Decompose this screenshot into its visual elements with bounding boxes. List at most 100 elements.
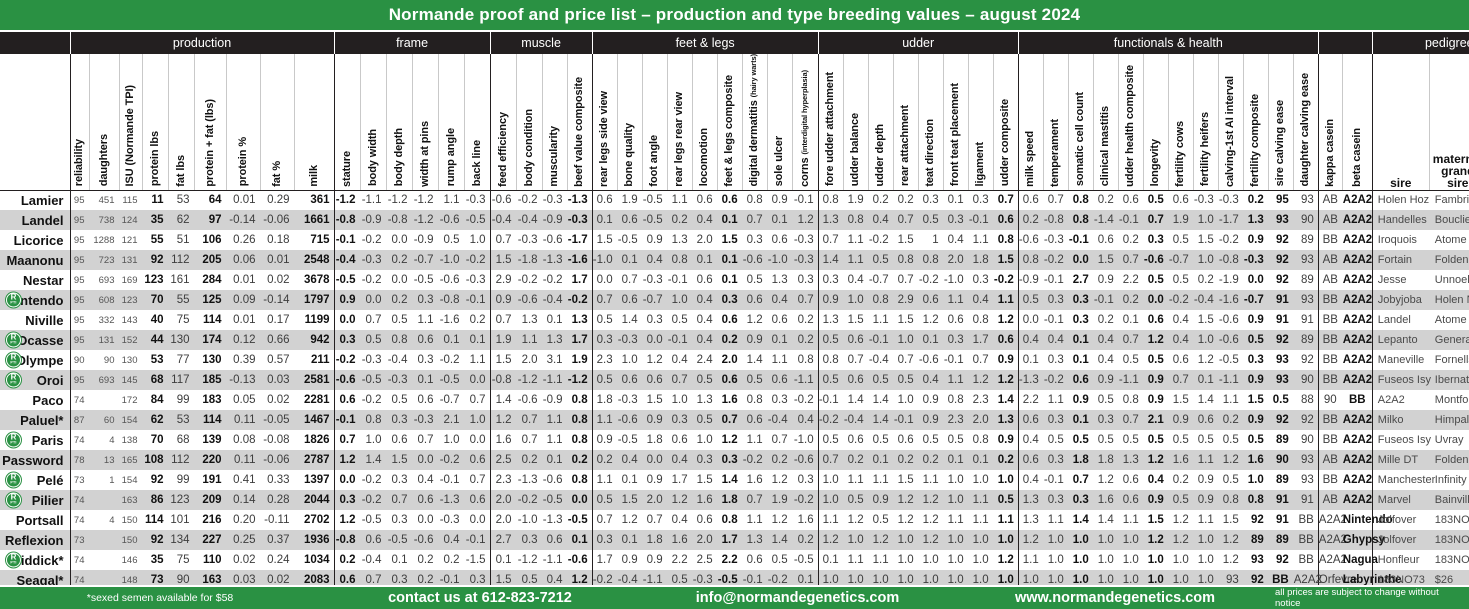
cell-back-line: 0.6 (464, 490, 491, 510)
cell-fore-udder-attachment: -0.2 (818, 410, 844, 430)
bull-name[interactable]: Reflexion (0, 530, 71, 550)
cell-protein-lbs: 70 (150, 434, 164, 446)
bull-name[interactable]: R PTI Olympe (0, 350, 71, 370)
cell-bone-quality: -0.6 (617, 410, 643, 430)
cell-beef-value-composite: 0.0 (567, 490, 593, 510)
cell-teat-direction: 1.2 (918, 530, 944, 550)
bull-name[interactable]: Niville (0, 310, 71, 330)
cell-somatic-cell-count: 0.1 (1068, 410, 1094, 430)
bull-name[interactable]: R PTI Ocasse (0, 330, 71, 350)
cell-temperament: -0.2 (1043, 250, 1069, 270)
cell-milk: 2581 (294, 370, 335, 390)
cell-fertility-cows: 1.6 (1168, 450, 1194, 470)
cell-sire-calving-ease: 90 (1268, 450, 1294, 470)
cell-rear-legs-rear-view: 1.7 (671, 474, 688, 486)
cell-locomotion: 0.6 (696, 194, 713, 207)
cell-beef-value-composite: -0.5 (567, 510, 593, 530)
cell-udder-depth: 0.2 (872, 194, 889, 207)
cell-udder-balance: 1.1 (847, 234, 864, 246)
bull-name[interactable]: R PTI Pelé (0, 470, 71, 490)
cell-fat-: 0.01 (260, 250, 294, 270)
cell-body-depth: 0.8 (386, 330, 413, 350)
cell-protein-lbs: 92 (150, 474, 164, 486)
footer-email[interactable]: info@normandegenetics.com (695, 590, 900, 606)
cell-width-at-pins: -0.6 (412, 530, 439, 550)
cell-rear-legs-side-view: -1.0 (592, 250, 618, 270)
cell-reliability: 95 (70, 330, 89, 350)
cell-milk-speed: 0.5 (1018, 290, 1044, 310)
cell-bone-quality: 0.1 (617, 530, 643, 550)
cell-rear-attachment: 0.7 (897, 354, 914, 366)
footer-website[interactable]: www.normandegenetics.com (1014, 590, 1216, 606)
cell-protein-lbs: 84 (150, 394, 164, 406)
cell-fertility-heifers: 0.1 (1193, 370, 1219, 390)
cell-clinical-mastitis: 0.3 (1093, 410, 1119, 430)
cell-udder-health-composite: 1.0 (1122, 554, 1139, 566)
column-header-temperament: temperament (1043, 54, 1069, 191)
bull-name[interactable]: Nestar (0, 270, 71, 290)
cell-fertility-cows: 0.6 (1172, 354, 1189, 366)
cell-foot-angle: 0.9 (646, 554, 663, 566)
bull-name[interactable]: R PTI Pilier (0, 490, 71, 510)
group-header-frame: frame (334, 32, 491, 54)
cell-digital-dermatitis-hairy-warts-: 1.2 (746, 314, 763, 326)
column-header-udder-depth: udder depth (868, 54, 894, 191)
bull-name[interactable]: Portsall (0, 510, 71, 530)
cell-fertility-composite: 0.5 (1243, 330, 1269, 350)
cell-protein-fat-lbs-: 216 (202, 514, 222, 526)
cell-teat-direction: -0.2 (918, 274, 939, 286)
cell-feet-legs-composite: 0.3 (717, 290, 743, 310)
cell-locomotion: 1.3 (696, 394, 713, 406)
column-header-beta-casein: beta casein (1342, 54, 1373, 191)
bull-name[interactable]: Landel (0, 210, 71, 230)
cell-udder-balance: 0.2 (843, 450, 869, 470)
cell-udder-depth: -0.7 (868, 274, 889, 286)
cell-body-width: -0.2 (361, 394, 382, 406)
bull-name-text: Paris (31, 432, 64, 448)
cell-sole-ulcer: 0.7 (771, 434, 788, 446)
cell-clinical-mastitis: 0.4 (1093, 330, 1119, 350)
cell-body-condition: 0.2 (516, 450, 543, 470)
bull-name-text: Ocasse (17, 332, 64, 348)
cell-rear-legs-rear-view: 0.4 (667, 450, 693, 470)
cell-longevity: 0.3 (1147, 234, 1164, 246)
bull-name[interactable]: Paluel* (0, 410, 71, 430)
cell-protein-: 0.41 (233, 474, 256, 486)
cell-body-depth: 0.7 (386, 490, 413, 510)
cell-foot-angle: -0.3 (642, 274, 663, 286)
bull-name[interactable]: R PTI Riddick* (0, 550, 71, 570)
footer-phone[interactable]: contact us at 612-823-7212 (388, 590, 572, 606)
bull-name[interactable]: Lamier (0, 190, 71, 210)
cell-clinical-mastitis: -0.1 (1093, 290, 1119, 310)
cell-beta-casein: A2A2 (1342, 330, 1373, 350)
bull-name[interactable]: R PTI Oroi (0, 370, 71, 390)
bull-name[interactable]: R PTI Nintendo (0, 290, 71, 310)
cell-rear-legs-side-view: 1.1 (596, 474, 613, 486)
bull-name[interactable]: Password (0, 450, 71, 470)
cell-beef-value-composite: 1.3 (567, 310, 593, 330)
cell-front-teat-placement: 1.1 (943, 370, 969, 390)
cell-isu-normande-tpi-: 165 (119, 450, 142, 470)
cell-teat-direction: 0.3 (922, 194, 939, 207)
cell-daughters (89, 490, 119, 510)
cell-back-line: -0.3 (464, 190, 491, 210)
cell-reliability: 74 (73, 434, 85, 446)
cell-longevity: 1.2 (1143, 530, 1169, 550)
cell-milk: 1936 (294, 530, 335, 550)
cell-isu-normande-tpi-: 152 (119, 330, 142, 350)
cell-width-at-pins: 0.6 (417, 394, 434, 406)
cell-bone-quality: 1.0 (621, 354, 638, 366)
cell-back-line: 1.0 (464, 410, 491, 430)
cell-protein-fat-lbs-: 174 (194, 330, 226, 350)
cell-rear-attachment: -0.1 (893, 410, 919, 430)
cell-body-depth: 1.5 (386, 450, 413, 470)
bull-name[interactable]: Paco (0, 390, 71, 410)
cell-back-line: -0.2 (464, 250, 491, 270)
bull-name[interactable]: Licorice (0, 230, 71, 250)
bull-name[interactable]: Maanonu (0, 250, 71, 270)
cell-protein-: 0.06 (226, 250, 260, 270)
bull-name-text: Landel (21, 212, 64, 228)
cell-rear-legs-rear-view: 0.3 (667, 410, 693, 430)
bull-name[interactable]: R PTI Paris (0, 430, 71, 450)
